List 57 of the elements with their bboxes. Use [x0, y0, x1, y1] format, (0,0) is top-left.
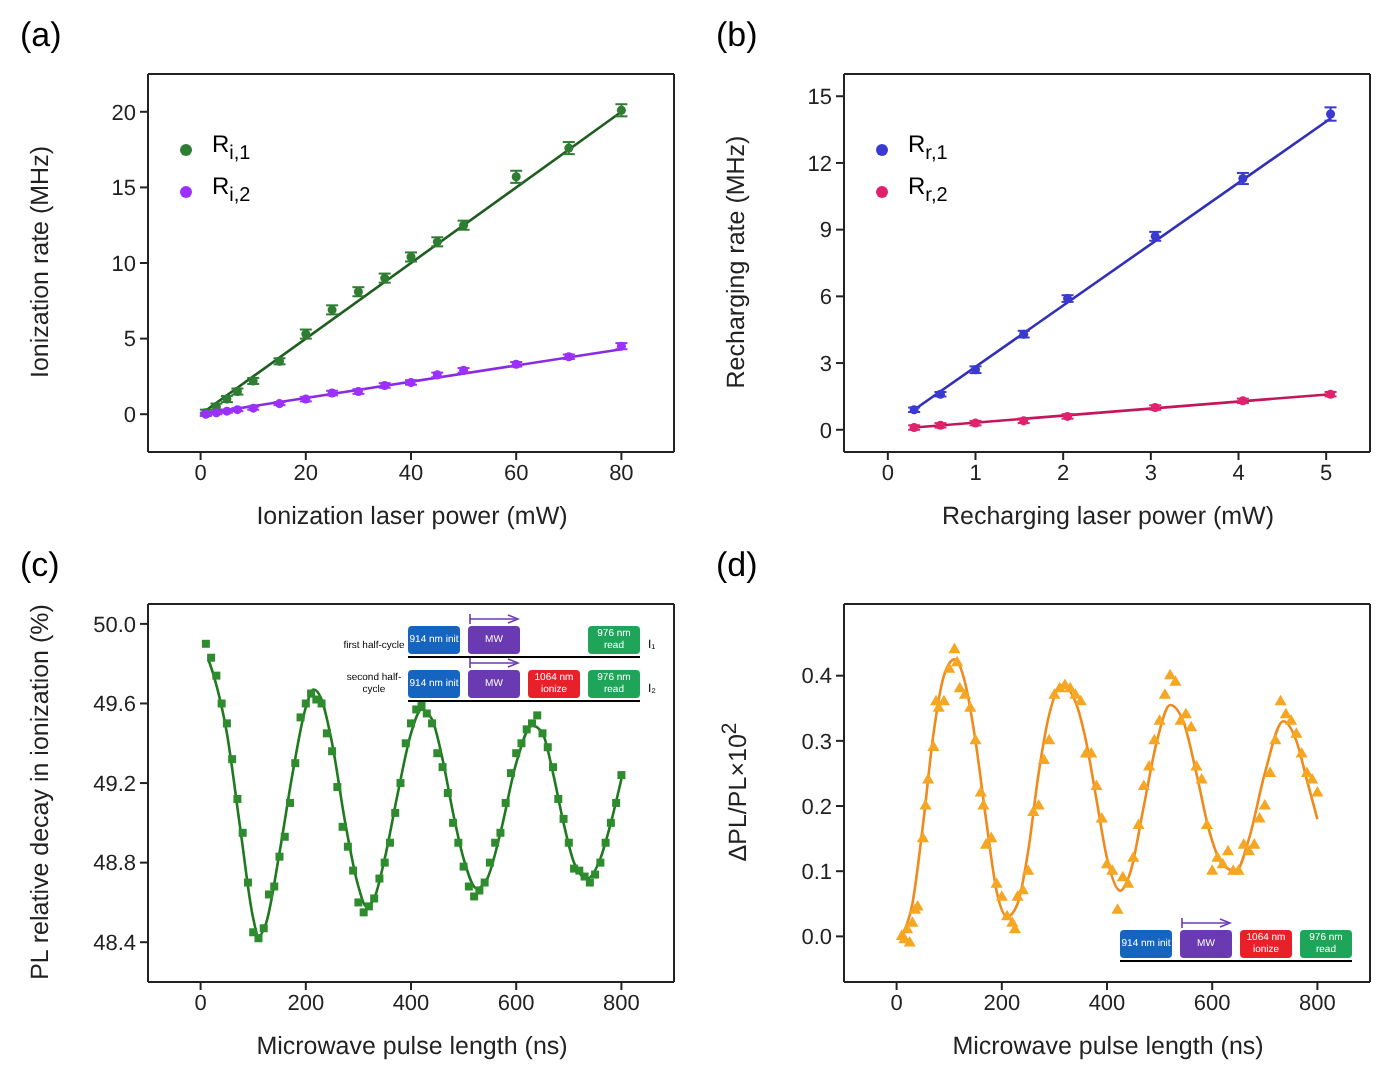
x-axis-title: Ionization laser power (mW): [254, 502, 570, 530]
x-tick-label: 600: [497, 991, 535, 1016]
y-tick-label: 20: [111, 101, 136, 126]
y-tick-label: 0: [819, 419, 832, 444]
chart-title: (a): [20, 16, 62, 56]
y-tick-label: 12: [807, 152, 832, 177]
x-tick-label: 0: [194, 461, 207, 486]
chart-title: (c): [20, 546, 60, 586]
legend-label: R$_{i,2}$: [212, 170, 251, 212]
y-tick-label: 50.0: [93, 613, 136, 638]
y-tick-label: 9: [819, 219, 832, 244]
x-tick-label: 0: [881, 461, 894, 486]
chart-title: (d): [716, 546, 758, 586]
y-tick-label: 0: [123, 404, 136, 429]
legend-label: R$_{i,1}$: [212, 128, 251, 169]
legend-label: R$_{r,1}$: [908, 128, 948, 169]
y-tick-label: 3: [819, 352, 832, 377]
x-tick-label: 20: [293, 461, 319, 486]
x-tick-label: 400: [1088, 991, 1126, 1016]
y-tick-label: 5: [123, 328, 136, 353]
y-tick-label: 49.6: [93, 693, 136, 718]
y-tick-label: 15: [807, 86, 832, 111]
x-tick-label: 400: [392, 991, 430, 1016]
x-tick-label: 0: [194, 991, 207, 1016]
y-tick-label: 48.4: [93, 932, 136, 957]
x-tick-label: 200: [287, 991, 325, 1016]
y-tick-label: 48.8: [93, 852, 136, 877]
x-tick-label: 5: [1320, 461, 1333, 486]
x-tick-label: 600: [1193, 991, 1231, 1016]
chart-title: (b): [716, 16, 758, 56]
y-tick-label: 15: [111, 177, 136, 202]
y-tick-label: 49.2: [93, 772, 136, 797]
y-axis-title: Ionization rate (MHz): [26, 145, 54, 379]
x-axis-title: Recharging laser power (mW): [939, 502, 1277, 530]
y-tick-label: 10: [111, 252, 136, 277]
y-tick-label: 0.2: [801, 795, 832, 820]
x-tick-label: 0: [890, 991, 903, 1016]
x-tick-label: 3: [1144, 461, 1157, 486]
x-tick-label: 800: [1299, 991, 1336, 1016]
x-tick-label: 2: [1057, 461, 1070, 486]
y-tick-label: 0.4: [801, 665, 832, 690]
x-tick-label: 40: [398, 461, 424, 486]
legend-label: R$_{r,2}$: [908, 170, 948, 212]
x-tick-label: 80: [609, 461, 634, 486]
x-tick-label: 800: [603, 991, 640, 1016]
y-tick-label: 0.3: [801, 730, 832, 755]
x-axis-title: Microwave pulse length (ns): [254, 1032, 570, 1060]
x-tick-label: 1: [969, 461, 982, 486]
x-tick-label: 4: [1232, 461, 1245, 486]
x-axis-title: Microwave pulse length (ns): [950, 1032, 1266, 1060]
x-tick-label: 200: [983, 991, 1021, 1016]
x-tick-label: 60: [503, 461, 529, 486]
y-tick-label: 0.1: [801, 861, 832, 886]
y-tick-label: 0.0: [801, 926, 832, 951]
y-tick-label: 6: [819, 286, 832, 311]
y-axis-title: Recharging rate (MHz): [722, 135, 750, 389]
y-axis-title: PL relative decay in ionization (%): [26, 604, 54, 980]
